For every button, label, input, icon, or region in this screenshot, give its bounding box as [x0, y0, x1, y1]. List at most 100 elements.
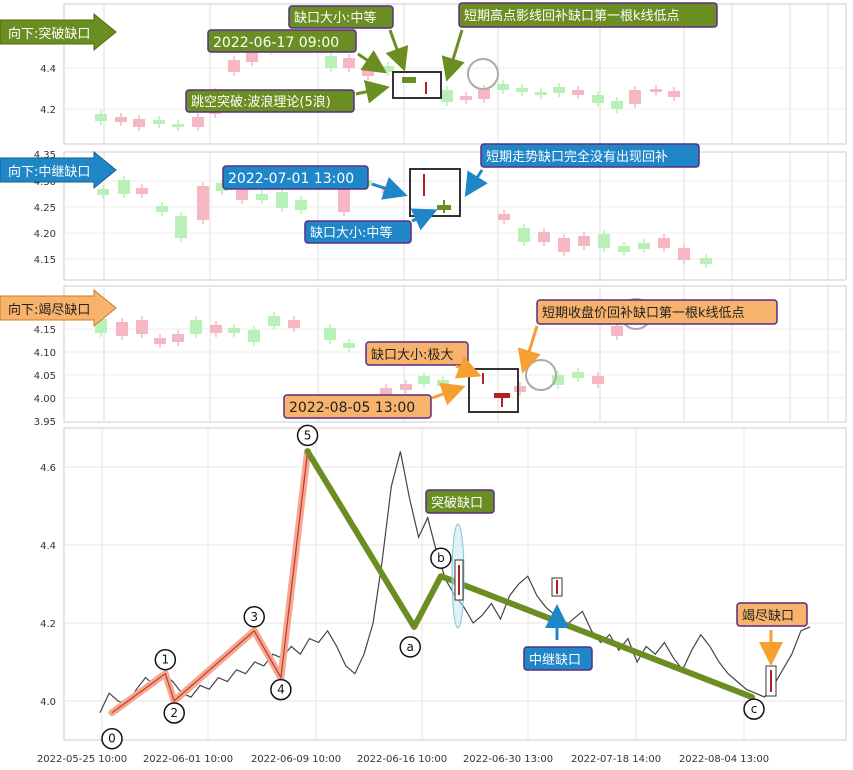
callout-note: 短期走势缺口完全没有出现回补 [480, 143, 700, 168]
candle-body [192, 117, 204, 127]
candle-body [658, 238, 670, 248]
x-tick-label: 2022-07-18 14:00 [571, 754, 661, 765]
candle-body [288, 320, 300, 328]
panel2-grid [64, 152, 846, 280]
candle-body [592, 376, 604, 384]
arrow [454, 356, 482, 379]
candle-body [338, 188, 350, 212]
candle-body [136, 188, 148, 194]
candle-body [95, 114, 107, 121]
arrow [517, 325, 541, 374]
candle-body [572, 90, 584, 95]
candle-body [295, 200, 307, 210]
arrow [355, 80, 390, 104]
p2-ytick: 4.35 [34, 150, 56, 161]
callout-time: 2022-06-17 09:00 [207, 29, 357, 53]
y-tick-label: 4.2 [40, 619, 56, 630]
candle-body [552, 375, 564, 385]
candle-body [210, 325, 222, 333]
candle-body [611, 326, 623, 336]
x-tick-label: 2022-06-09 10:00 [251, 754, 341, 765]
svg-text:2022-08-05 13:00: 2022-08-05 13:00 [289, 400, 415, 416]
y-tick-label: 4.0 [40, 697, 56, 708]
y-tick-label: 4.6 [40, 463, 56, 474]
tag-exhaustion: 向下:竭尽缺口 [0, 288, 117, 328]
candle-body [650, 89, 662, 92]
candle-body [380, 388, 392, 396]
candle-body [190, 320, 202, 334]
candle-body [154, 338, 166, 344]
panel-exhaustion-gap: 4.15 4.10 4.05 4.00 3.95 向下:竭尽缺口 缺口大小:极大… [0, 285, 847, 428]
candle-body [97, 189, 109, 195]
candle-body [514, 386, 526, 392]
y-tick-label: 4.4 [40, 541, 56, 552]
svg-text:短期走势缺口完全没有出现回补: 短期走势缺口完全没有出现回补 [486, 149, 668, 165]
wave-point-marker [270, 678, 292, 701]
impulse-wave-core [111, 451, 309, 714]
candle-body [325, 56, 337, 68]
candle-body [460, 96, 472, 100]
svg-text:短期高点影线回补缺口第一根k线低点: 短期高点影线回补缺口第一根k线低点 [464, 8, 680, 24]
candle-body [578, 236, 590, 246]
p2-ytick: 4.20 [34, 229, 56, 240]
x-tick-label: 2022-06-16 10:00 [357, 754, 447, 765]
wave-points: 0 1 2 3 4 5 a b c [101, 424, 765, 750]
corrective-wave-line [304, 448, 755, 701]
p3-ytick: 4.05 [34, 371, 56, 382]
candle-body [478, 89, 490, 99]
candle-body [343, 58, 355, 68]
callout-gap-size: 缺口大小:中等 [288, 5, 394, 29]
wave-point-label: 0 [108, 732, 116, 746]
label-runaway: 中继缺口 [523, 646, 593, 671]
wave-point-marker [399, 636, 421, 658]
fill-point-circle [525, 359, 557, 391]
candle-body [228, 60, 240, 72]
candle-body [248, 330, 260, 342]
wave-point-label: 3 [250, 610, 258, 624]
gap-box [392, 71, 442, 99]
wave-point-label: a [407, 640, 414, 654]
candle-body [276, 192, 288, 208]
wave-point-label: 4 [277, 683, 285, 697]
gap-candle-up [494, 393, 510, 398]
candle-body [133, 119, 145, 127]
tag-text: 向下:突破缺口 [8, 26, 90, 42]
wave-point-marker [430, 547, 452, 569]
candle-body [538, 232, 550, 242]
candle-body [437, 380, 449, 386]
p3-ytick: 4.00 [34, 394, 56, 405]
x-tick-label: 2022-08-04 13:00 [679, 754, 769, 765]
candle-body [611, 101, 623, 109]
candle-body [116, 322, 128, 336]
candle-body [115, 117, 127, 122]
candle-body [156, 206, 168, 212]
candle-body [558, 238, 570, 252]
wave-point-marker [154, 648, 177, 671]
wave-point-label: b [437, 551, 445, 565]
candle-body [418, 376, 430, 384]
candle-body [618, 246, 630, 252]
gap-candle-down [402, 77, 416, 83]
panel1-frame [63, 3, 847, 145]
tag-text: 向下:竭尽缺口 [8, 302, 90, 318]
candle-body [246, 52, 258, 62]
p3-ytick: 4.15 [34, 325, 56, 336]
arrow [410, 208, 438, 231]
candle-body [118, 180, 130, 194]
candle-body [268, 316, 280, 326]
wave-point-marker [163, 702, 185, 724]
candle-body [175, 216, 187, 238]
p1-ytick: 4.2 [40, 105, 56, 116]
p2-ytick: 4.25 [34, 203, 56, 214]
svg-text:中继缺口: 中继缺口 [529, 653, 581, 668]
wave-point-marker [743, 698, 765, 720]
candle-body [700, 258, 712, 264]
candle-body [638, 243, 650, 249]
arrow [431, 382, 466, 406]
candle-body [518, 228, 530, 242]
candle-body [172, 124, 184, 127]
callout-note: 短期收盘价回补缺口第一根k线低点 [536, 299, 778, 325]
callout-time: 2022-07-01 13:00 [222, 165, 369, 190]
callout-gap-size: 缺口大小:中等 [304, 220, 412, 244]
